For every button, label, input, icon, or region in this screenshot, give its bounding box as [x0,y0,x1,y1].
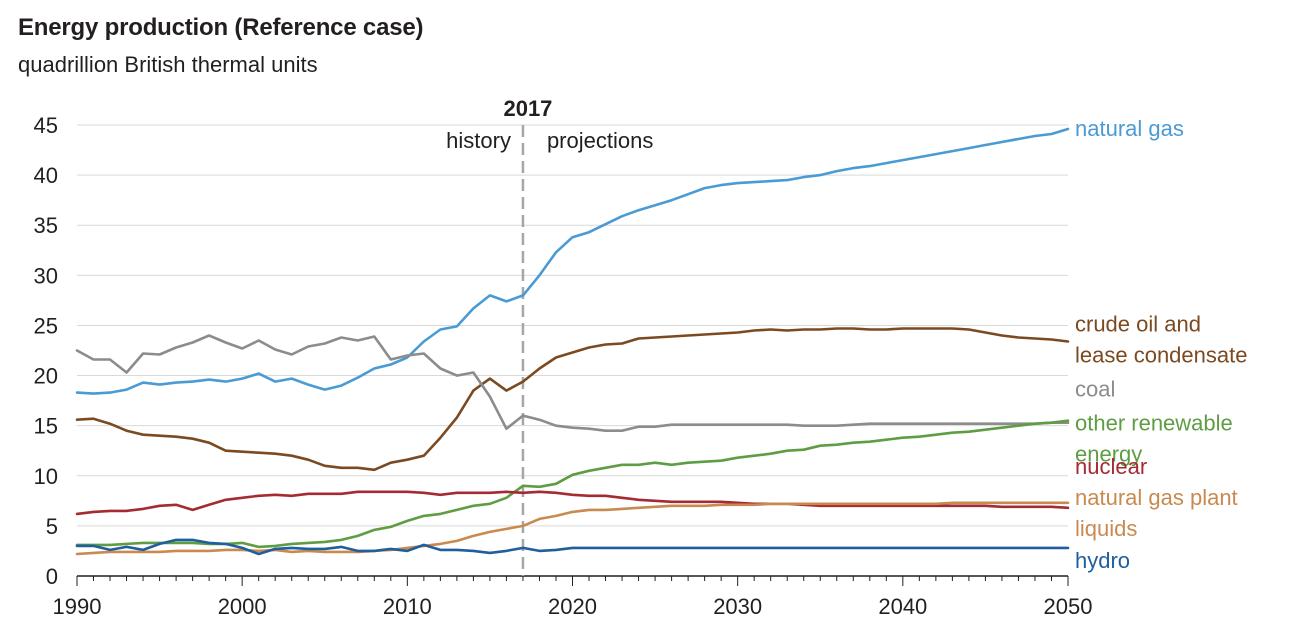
x-tick-label: 1990 [53,594,102,619]
series-labels: natural gas crude oil and lease condensate… [1075,116,1247,573]
y-tick-label: 15 [34,414,58,439]
x-tick-label: 2030 [713,594,762,619]
series-label-crude-oil-and-lease-condensate: crude oil and [1075,311,1201,336]
x-tick-label: 2000 [218,594,267,619]
y-tick-label: 35 [34,213,58,238]
x-tick-label: 2050 [1044,594,1093,619]
history-label: history [446,128,511,153]
y-tick-label: 45 [34,113,58,138]
y-tick-label: 10 [34,464,58,489]
series-line-hydro [75,538,1070,556]
series-line-coal [75,334,1070,433]
series-lines [75,127,1070,556]
x-tick-label: 2020 [548,594,597,619]
y-tick-label: 25 [34,313,58,338]
chart-title: Energy production (Reference case) [18,14,424,41]
series-line-other-renewable-energy [75,419,1070,549]
series-line-crude-oil-and-lease-condensate [75,327,1070,472]
series-label-nuclear: nuclear [1075,454,1147,479]
projections-label: projections [547,128,653,153]
series-label-natural-gas: natural gas [1075,116,1184,141]
series-label-natural-gas-plant-liquids: liquids [1075,516,1137,541]
y-tick-label: 40 [34,163,58,188]
x-tick-label: 2040 [878,594,927,619]
series-label-coal: coal [1075,377,1115,402]
series-label-other-renewable-energy: energy [1075,442,1142,467]
gridlines [77,124,1068,527]
history-projection-divider: 2017 history projections [446,96,653,576]
x-tick-label: 2010 [383,594,432,619]
chart-subtitle: quadrillion British thermal units [18,52,318,77]
x-axis: 1990 2000 2010 2020 2030 2040 2050 [53,575,1093,619]
series-label-natural-gas-plant-liquids: natural gas plant [1075,485,1238,510]
series-label-hydro: hydro [1075,548,1130,573]
y-tick-label: 30 [34,263,58,288]
y-tick-label: 20 [34,364,58,389]
y-tick-label: 5 [46,514,58,539]
y-tick-label: 0 [46,564,58,589]
series-label-crude-oil-and-lease-condensate: lease condensate [1075,342,1247,367]
series-line-natural-gas [75,127,1070,395]
series-line-natural-gas-plant-liquids [75,501,1070,556]
y-axis-ticks: 0 5 10 15 20 25 30 35 40 45 [34,113,58,589]
series-label-other-renewable-energy: other renewable [1075,411,1233,436]
series-line-nuclear [75,490,1070,516]
divider-year-label: 2017 [503,96,552,121]
